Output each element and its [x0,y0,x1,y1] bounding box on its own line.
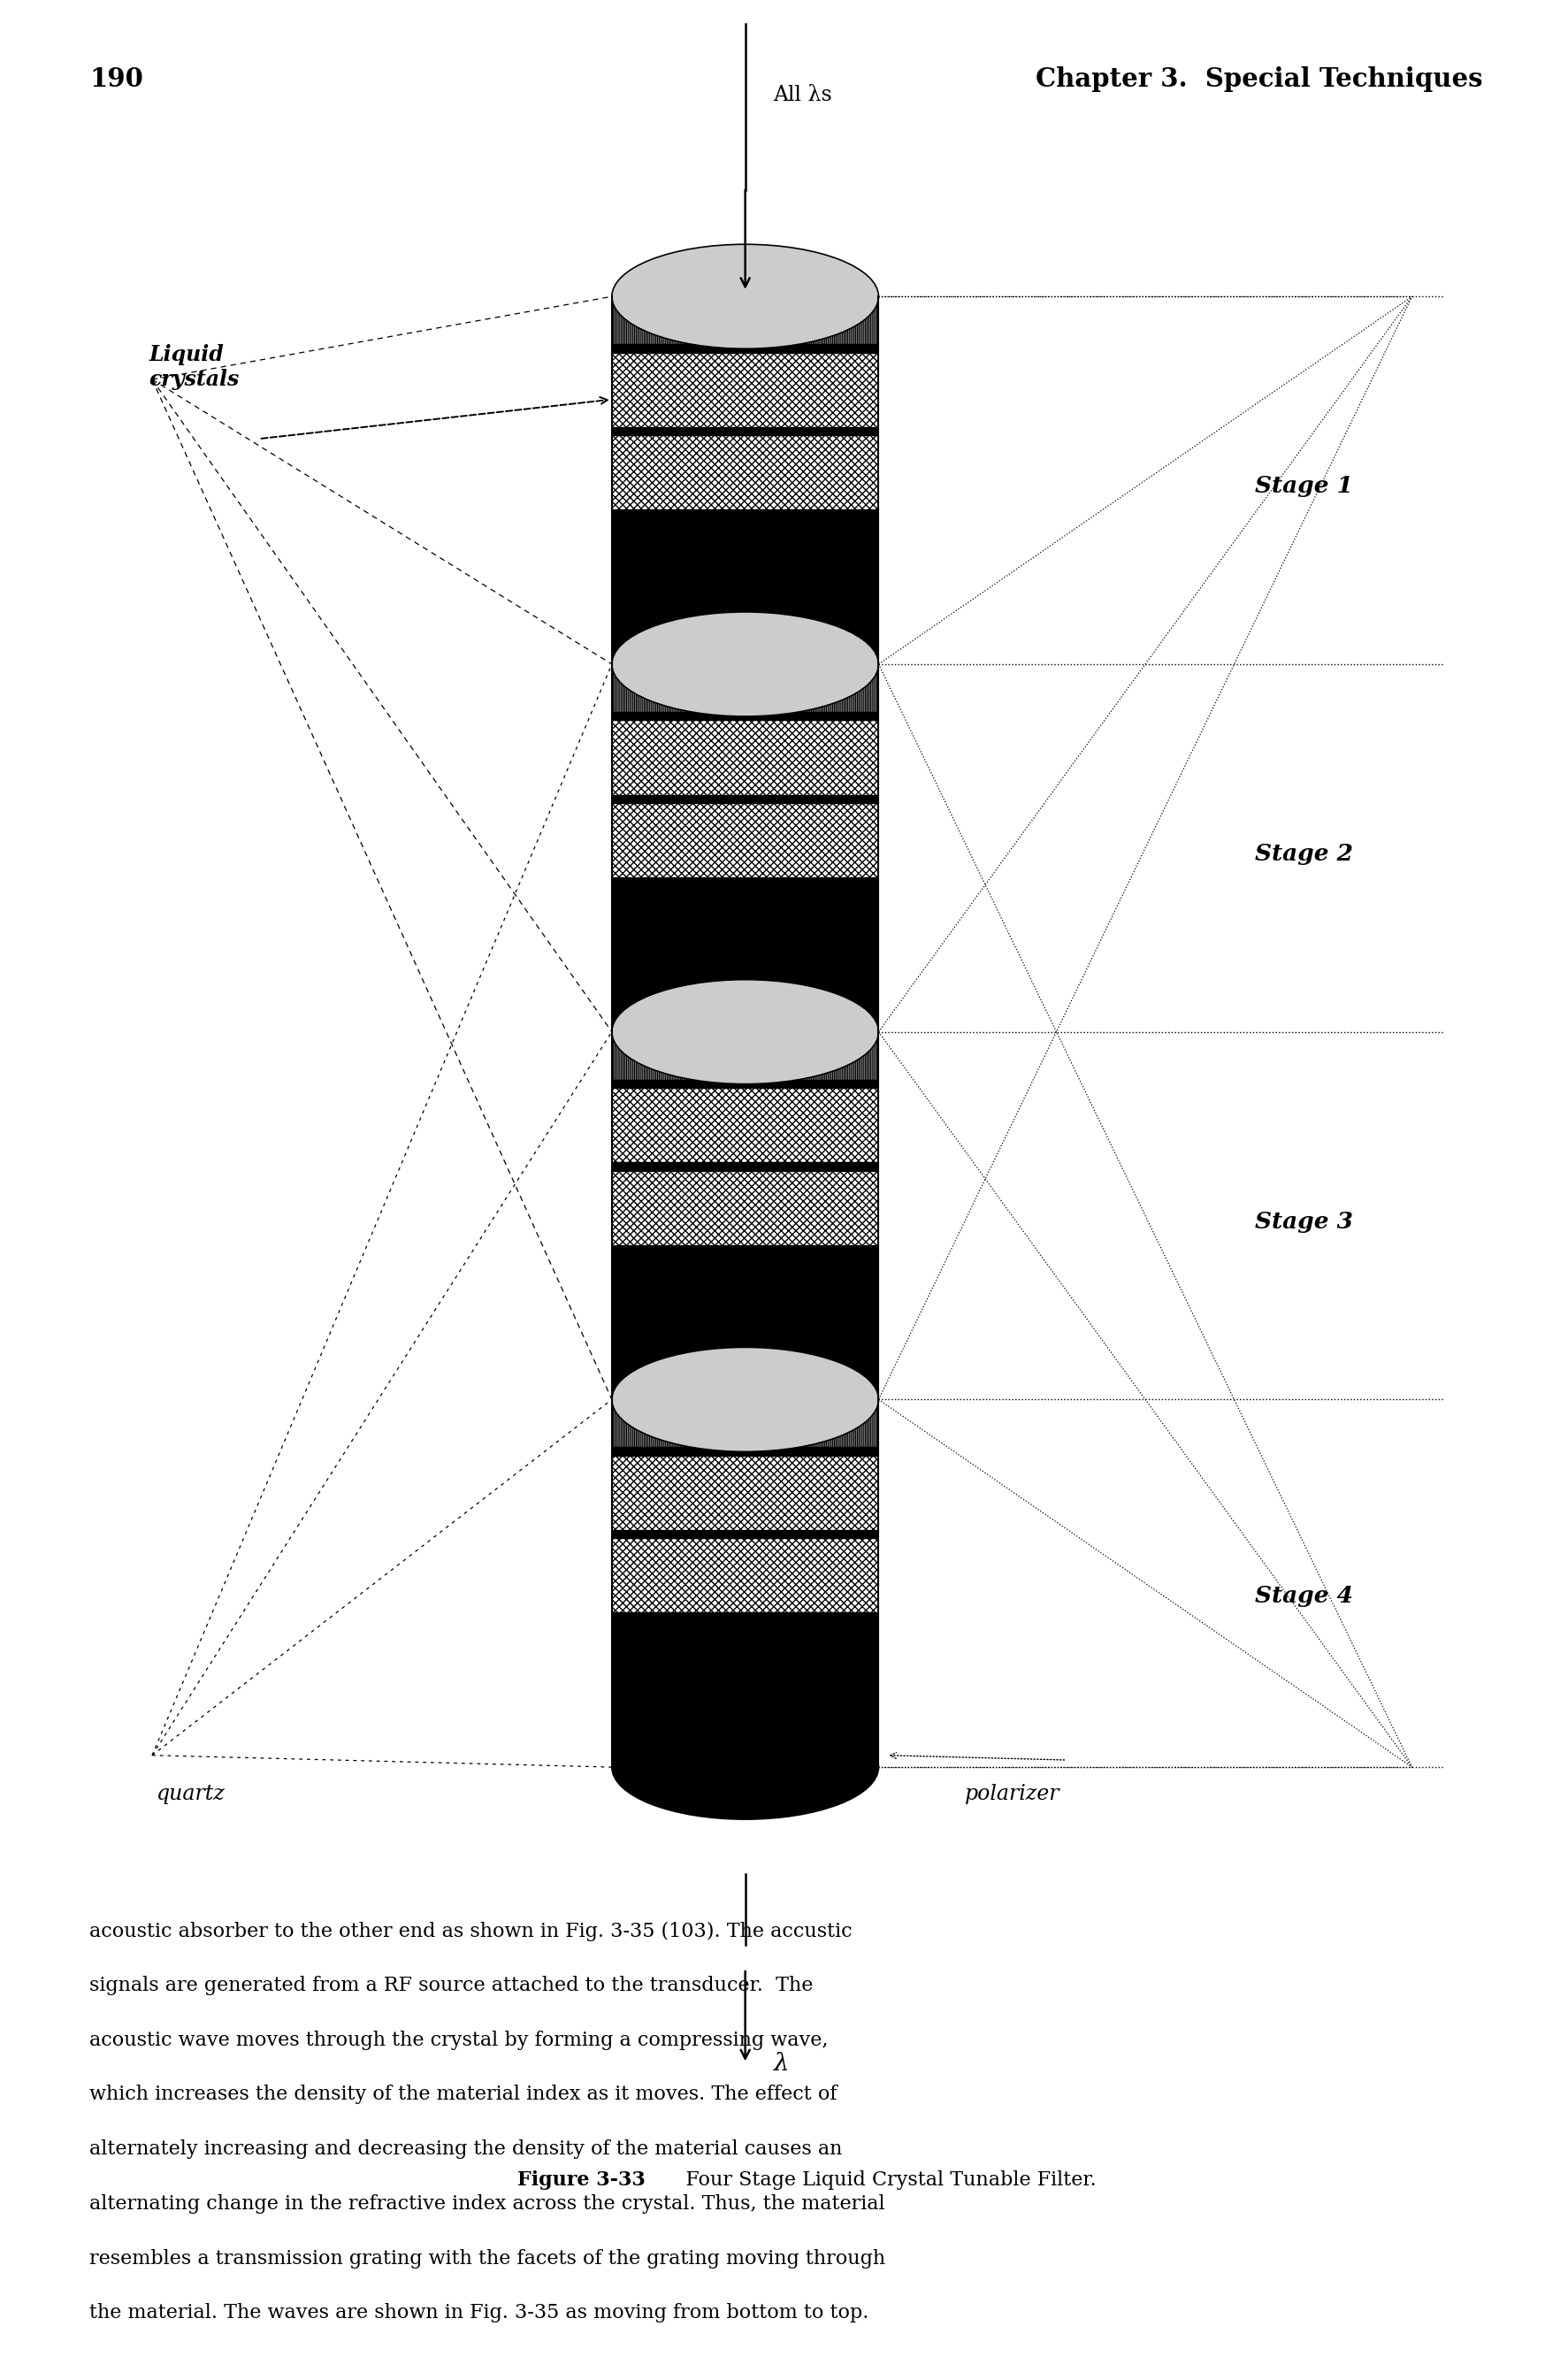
Polygon shape [612,664,878,712]
Text: polarizer: polarizer [964,1784,1060,1805]
Text: Stage 4: Stage 4 [1254,1584,1353,1608]
Ellipse shape [612,244,878,349]
Polygon shape [612,427,878,436]
Ellipse shape [612,612,878,716]
Polygon shape [612,1539,878,1613]
Polygon shape [612,353,878,427]
Polygon shape [612,344,878,353]
Polygon shape [612,1172,878,1245]
Ellipse shape [612,1715,878,1819]
Ellipse shape [612,1003,878,1060]
Polygon shape [612,1456,878,1530]
Polygon shape [612,1162,878,1172]
Polygon shape [612,1079,878,1089]
Polygon shape [612,866,878,1032]
Ellipse shape [612,980,878,1084]
Polygon shape [612,436,878,510]
Text: the material. The waves are shown in Fig. 3-35 as moving from bottom to top.: the material. The waves are shown in Fig… [89,2303,869,2322]
Text: Four Stage Liquid Crystal Tunable Filter.: Four Stage Liquid Crystal Tunable Filter… [666,2170,1096,2189]
Text: Liquid
crystals: Liquid crystals [149,344,240,389]
Ellipse shape [627,273,862,320]
Polygon shape [612,721,878,795]
Text: resembles a transmission grating with the facets of the grating moving through: resembles a transmission grating with th… [89,2249,884,2268]
Polygon shape [612,712,878,721]
Text: acoustic absorber to the other end as shown in Fig. 3-35 (103). The accustic: acoustic absorber to the other end as sh… [89,1921,851,1940]
Text: All λs: All λs [773,85,833,104]
Text: Stage 3: Stage 3 [1254,1210,1353,1233]
Ellipse shape [612,1347,878,1452]
Text: 190: 190 [89,66,143,93]
Ellipse shape [627,1376,862,1423]
Text: signals are generated from a RF source attached to the transducer.  The: signals are generated from a RF source a… [89,1976,812,1995]
Text: alternating change in the refractive index across the crystal. Thus, the materia: alternating change in the refractive ind… [89,2194,884,2213]
Polygon shape [612,296,878,1767]
Text: Stage 1: Stage 1 [1254,474,1353,498]
Polygon shape [612,1233,878,1399]
Polygon shape [612,296,878,344]
Text: which increases the density of the material index as it moves. The effect of: which increases the density of the mater… [89,2085,837,2104]
Text: λ: λ [773,2052,789,2076]
Polygon shape [612,498,878,664]
Text: Chapter 3.  Special Techniques: Chapter 3. Special Techniques [1035,66,1482,93]
Ellipse shape [627,1008,862,1056]
Text: quartz: quartz [157,1784,226,1805]
Ellipse shape [612,268,878,325]
Polygon shape [612,1530,878,1539]
Text: acoustic wave moves through the crystal by forming a compressing wave,: acoustic wave moves through the crystal … [89,2030,828,2049]
Ellipse shape [612,1371,878,1428]
Text: Figure 3-33: Figure 3-33 [517,2170,646,2189]
Ellipse shape [612,636,878,693]
Polygon shape [612,1601,878,1767]
Polygon shape [612,795,878,804]
Polygon shape [612,1089,878,1162]
Polygon shape [612,1032,878,1079]
Text: Stage 2: Stage 2 [1254,842,1353,866]
Polygon shape [612,1447,878,1456]
Text: alternately increasing and decreasing the density of the material causes an: alternately increasing and decreasing th… [89,2140,842,2159]
Polygon shape [612,1399,878,1447]
Polygon shape [612,804,878,878]
Ellipse shape [627,640,862,688]
